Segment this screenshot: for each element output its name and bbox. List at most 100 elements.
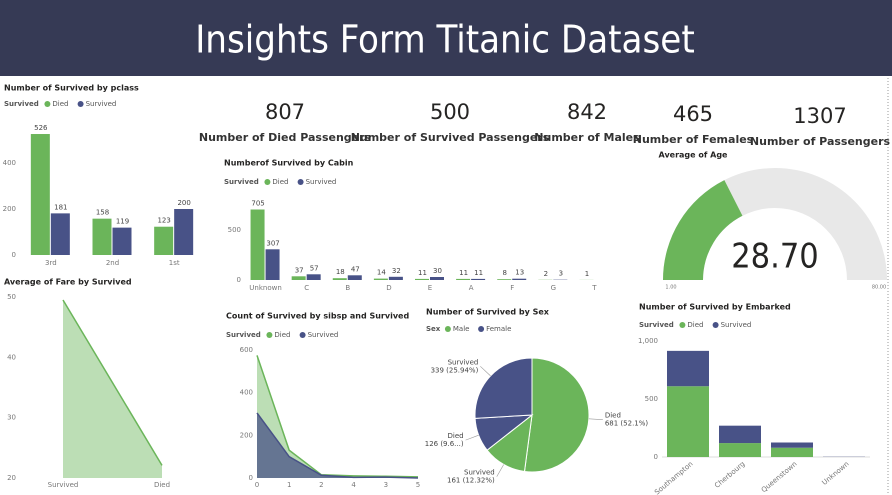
- kpi-value: 842: [567, 100, 607, 124]
- x-tick-label: 5: [416, 481, 420, 489]
- value-label: 13: [515, 269, 524, 277]
- legend-label: Female: [486, 325, 511, 333]
- bar: [347, 275, 362, 280]
- kpi-label: Number of Females: [633, 133, 754, 146]
- x-tick-label: Unknown: [249, 284, 282, 292]
- slice-label: Survived: [448, 358, 479, 366]
- value-label: 11: [474, 269, 483, 277]
- legend-marker: [299, 332, 306, 338]
- bar: [497, 279, 512, 280]
- y-tick-label: 0: [249, 474, 253, 482]
- legend-label: Died: [274, 331, 290, 339]
- kpi-value: 500: [430, 100, 470, 124]
- legend-label: Died: [687, 321, 703, 329]
- legend-label: Survived: [306, 178, 337, 186]
- legend-marker: [679, 322, 686, 328]
- bar: [174, 209, 194, 255]
- y-tick-label: 500: [645, 395, 658, 403]
- y-tick-label: 500: [228, 226, 241, 234]
- y-tick-label: 30: [7, 414, 16, 422]
- x-tick-label: 1: [287, 481, 291, 489]
- value-label: 181: [54, 203, 67, 211]
- legend-marker: [44, 101, 51, 107]
- bar: [306, 274, 321, 280]
- kpi-value: 1307: [793, 104, 846, 128]
- legend-label: Died: [52, 100, 68, 108]
- x-tick-label: A: [469, 284, 474, 292]
- value-label: 57: [310, 264, 319, 272]
- value-label: 47: [351, 265, 360, 273]
- bar: [471, 278, 486, 280]
- y-tick-label: 0: [237, 276, 241, 284]
- kpi-label: Number of Males: [534, 131, 640, 144]
- bar: [291, 276, 306, 280]
- slice-label: Survived: [464, 469, 495, 477]
- x-tick-label: G: [551, 284, 556, 292]
- x-tick-label: 4: [351, 481, 356, 489]
- kpi-label: Number of Died Passengers: [199, 131, 372, 144]
- y-tick-label: 0: [654, 453, 658, 461]
- x-tick-label: B: [345, 284, 350, 292]
- header-title: Insights Form Titanic Dataset: [195, 18, 695, 62]
- slice-value: 161 (12.32%): [447, 477, 495, 485]
- value-label: 14: [377, 269, 386, 277]
- y-tick-label: 600: [240, 346, 253, 354]
- chart-title: Count of Survived by sibsp and Survived: [226, 312, 409, 321]
- chart-title: Average of Age: [659, 151, 729, 160]
- leader-line: [465, 434, 479, 441]
- chart-title: Number of Survived by pclass: [4, 84, 139, 93]
- value-label: 30: [433, 267, 442, 275]
- legend-marker: [478, 326, 485, 332]
- legend-title: Survived: [4, 100, 39, 108]
- gauge-min: 1.00: [665, 285, 676, 291]
- gauge-value: 28.70: [731, 237, 819, 277]
- x-tick-label: 1st: [169, 259, 180, 267]
- x-tick-label: Died: [154, 481, 170, 489]
- value-label: 18: [336, 268, 345, 276]
- x-tick-label: Cherbourg: [713, 460, 746, 490]
- x-tick-label: 3rd: [45, 259, 57, 267]
- bar: [373, 278, 388, 280]
- value-label: 158: [96, 209, 109, 217]
- area-line: [62, 299, 163, 466]
- value-label: 2: [544, 270, 548, 278]
- slice-label: Died: [605, 412, 621, 420]
- gauge-fill: [663, 180, 743, 280]
- legend-label: Died: [272, 178, 288, 186]
- bar: [332, 278, 347, 280]
- value-label: 3: [559, 270, 563, 278]
- x-tick-label: T: [591, 284, 597, 292]
- chart-title: Average of Fare by Survived: [4, 278, 132, 287]
- y-tick-label: 20: [7, 474, 16, 482]
- leader-line: [588, 418, 603, 420]
- x-tick-label: F: [510, 284, 514, 292]
- x-tick-label: Survived: [48, 481, 79, 489]
- x-tick-label: E: [428, 284, 432, 292]
- bar: [415, 278, 429, 280]
- bar: [388, 276, 403, 280]
- bar: [112, 227, 132, 255]
- x-tick-label: Queenstown: [760, 460, 799, 494]
- value-label: 11: [418, 269, 427, 277]
- bar: [50, 213, 70, 255]
- header-bar: [0, 0, 892, 76]
- bar: [430, 277, 444, 280]
- value-label: 526: [34, 124, 48, 132]
- legend-marker: [264, 179, 271, 185]
- leader-line: [480, 366, 491, 377]
- bar-segment: [719, 425, 761, 444]
- leader-line: [496, 464, 504, 477]
- y-tick-label: 50: [7, 293, 16, 301]
- kpi-label: Number of Survived Passengers: [351, 131, 550, 144]
- x-tick-label: Unknown: [821, 460, 851, 487]
- legend-marker: [266, 332, 273, 338]
- slice-value: 126 (9.6...): [425, 440, 464, 448]
- legend-label: Survived: [86, 100, 117, 108]
- legend-title: Survived: [639, 321, 674, 329]
- bar: [512, 278, 527, 280]
- legend-marker: [297, 179, 304, 185]
- value-label: 119: [116, 218, 129, 226]
- x-tick-label: 2nd: [106, 259, 119, 267]
- slice-value: 339 (25.94%): [431, 366, 479, 374]
